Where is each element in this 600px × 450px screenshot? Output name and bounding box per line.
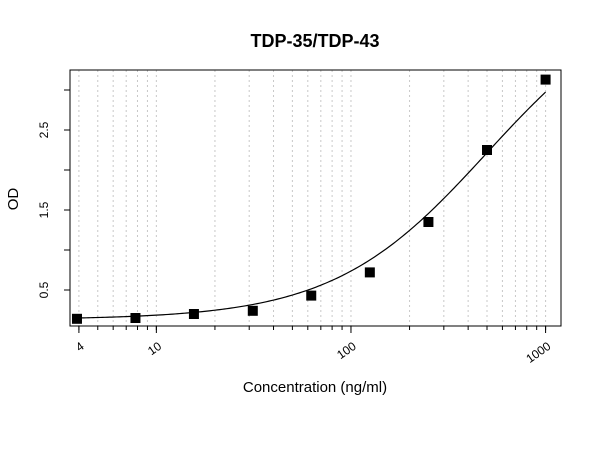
x-tick-label: 4 [73,339,87,354]
data-point [71,313,82,324]
y-axis-label: OD [5,188,22,211]
data-point [482,145,493,155]
data-point [247,305,258,316]
grid-lines [78,70,547,326]
data-point [306,290,317,301]
y-tick-label: 0.5 [37,281,51,298]
data-point [188,309,199,319]
fitted-curve [76,91,547,319]
data-points [71,74,551,324]
x-axis-label: Concentration (ng/ml) [243,379,387,396]
fitted-curve-layer [76,91,547,319]
x-tick-label: 10 [145,339,164,358]
x-tick-label: 1000 [523,339,553,366]
data-point [130,313,141,323]
y-tick-label: 1.5 [37,201,51,218]
plot-frame [69,69,562,327]
y-tick-label: 2.5 [37,121,51,138]
data-point [364,267,375,278]
axes: 0.5 1.5 2.5 4 10 100 1000 [37,89,554,366]
data-point [540,74,551,85]
x-tick-label: 100 [334,339,359,362]
data-point [423,217,434,227]
chart-title: TDP-35/TDP-43 [250,31,379,51]
